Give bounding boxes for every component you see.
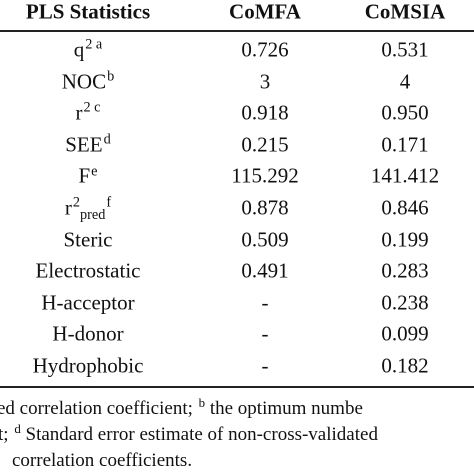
comfa-value: 0.918: [241, 100, 289, 125]
comfa-value: 0.491: [241, 258, 289, 283]
comsia-value: 141.412: [370, 163, 440, 188]
footnote: t; d Standard error estimate of non-cros…: [0, 420, 378, 446]
sup-script: 2 a: [85, 36, 103, 53]
row-label: NOCb: [62, 69, 114, 94]
comsia-value: 0.182: [381, 353, 429, 378]
text-segment: Steric: [63, 227, 113, 252]
row-label: Hydrophobic: [33, 354, 144, 379]
sup-script: 2 c: [83, 99, 101, 116]
footnote: ed correlation coefficient; b the optimu…: [0, 394, 363, 420]
sup-script: f: [106, 194, 112, 211]
text-segment: Standard error estimate of non-cross-val…: [20, 424, 378, 445]
comfa-value: -: [261, 321, 269, 346]
column-header: PLS Statistics: [25, 0, 151, 24]
text-segment: ed correlation coefficient;: [0, 398, 198, 419]
comfa-value: 0.726: [241, 37, 289, 62]
footnote: correlation coefficients.: [12, 450, 192, 472]
comsia-value: 4: [399, 69, 411, 94]
text-segment: t;: [0, 424, 9, 445]
row-label: r2 c: [75, 101, 100, 126]
sup-script: b: [198, 394, 206, 410]
row-label: Fe: [78, 164, 97, 189]
comsia-value: 0.099: [381, 321, 429, 346]
header-rule: [0, 30, 474, 32]
bottom-rule: [0, 386, 474, 388]
text-segment: H-donor: [52, 321, 124, 346]
column-header: CoMSIA: [364, 0, 446, 24]
comsia-value: 0.199: [381, 227, 429, 252]
row-label: q2 a: [74, 38, 103, 63]
text-segment: H-acceptor: [41, 290, 135, 315]
text-segment: Electrostatic: [35, 258, 141, 283]
comfa-value: 115.292: [231, 163, 299, 188]
comsia-value: 0.531: [381, 37, 429, 62]
sup-script: b: [107, 68, 115, 85]
comfa-value: 3: [259, 69, 271, 94]
comfa-value: 0.215: [241, 132, 289, 157]
column-header: CoMFA: [229, 0, 301, 24]
sup-script: d: [103, 131, 111, 148]
comfa-value: 0.509: [241, 227, 289, 252]
row-label: Electrostatic: [36, 259, 141, 284]
row-label: Steric: [64, 227, 113, 252]
text-segment: the optimum numbe: [205, 398, 363, 419]
comsia-value: 0.846: [381, 195, 429, 220]
sup-script: d: [14, 420, 21, 436]
row-label: H-acceptor: [41, 290, 134, 315]
text-segment: correlation coefficients.: [12, 450, 193, 471]
text-segment: NOC: [61, 69, 107, 94]
comfa-value: -: [261, 290, 269, 315]
comsia-value: 0.950: [381, 100, 429, 125]
text-segment: F: [78, 163, 91, 188]
text-segment: q: [73, 37, 85, 62]
comsia-value: 0.171: [381, 132, 429, 157]
sup-script: e: [91, 163, 98, 180]
comfa-value: 0.878: [241, 195, 289, 220]
sub-script: pred: [80, 206, 106, 223]
sup-script: 2: [72, 194, 81, 211]
row-label: SEEd: [65, 132, 110, 157]
row-label: H-donor: [52, 322, 123, 347]
text-segment: r: [75, 100, 83, 125]
text-segment: Hydrophobic: [32, 353, 144, 378]
comsia-value: 0.283: [381, 258, 429, 283]
text-segment: SEE: [65, 132, 103, 157]
row-label: r2predf: [64, 194, 112, 223]
comfa-value: -: [261, 353, 269, 378]
comsia-value: 0.238: [381, 290, 429, 315]
text-segment: r: [64, 195, 72, 220]
